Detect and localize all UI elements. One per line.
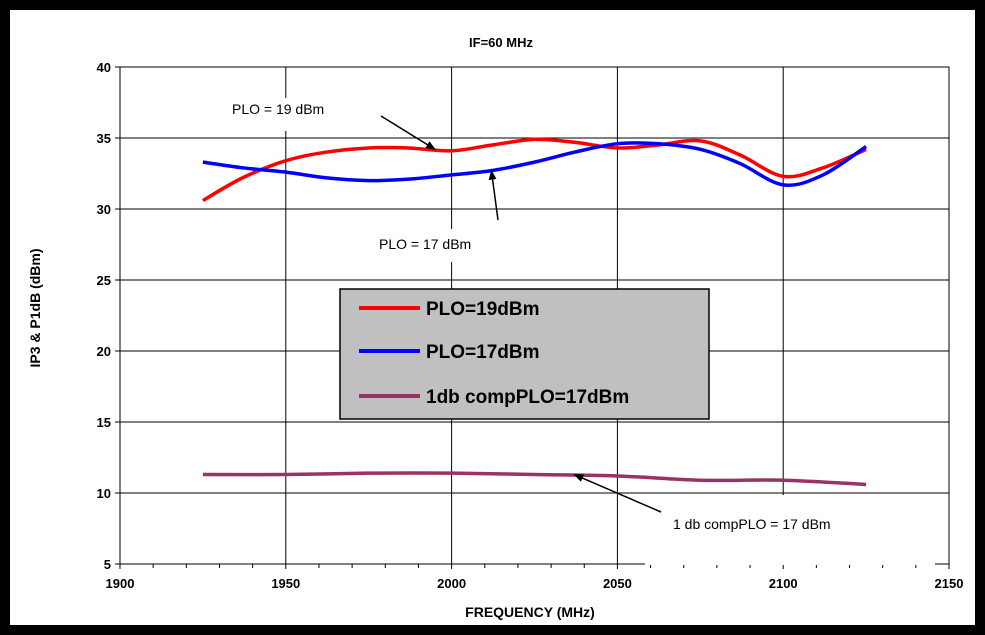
y-tick-label: 25 <box>97 273 111 288</box>
annotation-plo19-bg <box>220 98 388 131</box>
legend-label-1db: 1db compPLO=17dBm <box>426 387 629 408</box>
y-tick-label: 35 <box>97 131 111 146</box>
annotation-plo19: PLO = 19 dBm <box>232 101 324 117</box>
y-tick-label: 30 <box>97 202 111 217</box>
x-tick-label: 2100 <box>769 576 798 591</box>
line-chart: 1900 1950 2000 2050 2100 2150510152025303540 … <box>27 35 964 620</box>
annotation-plo17-arrow <box>488 169 499 221</box>
x-tick-label: 2050 <box>603 576 632 591</box>
tick-labels: 1900 1950 2000 2050 2100 2150 5 10 15 20 25 30 35 40 <box>97 60 964 591</box>
x-axis-label: FREQUENCY (MHz) <box>465 604 595 620</box>
annotation-1db-bg <box>645 495 935 565</box>
annotation-plo17: PLO = 17 dBm <box>379 236 471 252</box>
legend-label-plo17: PLO=17dBm <box>426 342 540 363</box>
y-tick-label: 15 <box>97 415 111 430</box>
y-axis-label: IP3 & P1dB (dBm) <box>27 248 43 367</box>
series-lines <box>202 137 868 487</box>
series-line-plo17 <box>202 141 868 187</box>
legend: PLO=19dBm PLO=17dBm 1db compPLO=17dBm <box>339 288 710 420</box>
x-tick-label: 2150 <box>935 576 964 591</box>
y-tick-label: 40 <box>97 60 111 75</box>
y-tick-label: 20 <box>97 344 111 359</box>
annotation-plo19-arrow <box>380 115 436 150</box>
y-tick-label: 5 <box>104 557 111 572</box>
annotation-plo17-bg <box>365 229 535 262</box>
annotation-1db-arrow <box>573 473 662 513</box>
series-line-1db-comp <box>202 471 867 487</box>
x-tick-label: 2000 <box>437 576 466 591</box>
series-line-plo19 <box>202 137 867 202</box>
x-tick-label: 1900 <box>106 576 135 591</box>
legend-label-plo19: PLO=19dBm <box>426 299 540 320</box>
x-tick-label: 1950 <box>271 576 300 591</box>
y-tick-label: 10 <box>97 486 111 501</box>
chart-title: IF=60 MHz <box>469 35 533 50</box>
chart-frame: 1900 1950 2000 2050 2100 2150 5 10 15 20 25 30 35 40 … <box>10 10 975 625</box>
annotation-1db: 1 db compPLO = 17 dBm <box>673 516 831 532</box>
